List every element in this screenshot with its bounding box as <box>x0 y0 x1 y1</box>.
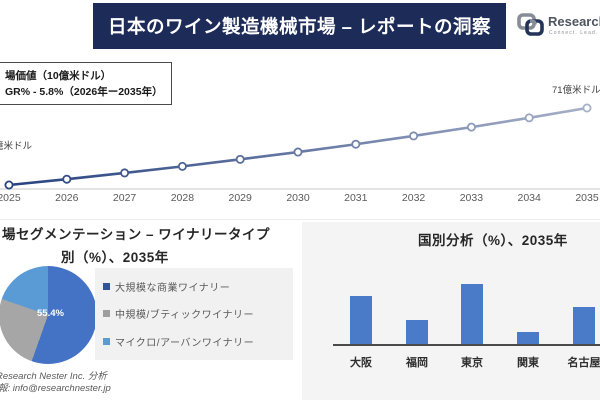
legend-label: 大規模な商業ワイナリー <box>115 283 231 295</box>
bar-関東 <box>517 332 539 344</box>
end-value-label: 71億米ドル <box>552 85 600 96</box>
page-title: 日本のワイン製造機械市場 – レポートの洞察 <box>107 16 492 37</box>
legend-swatch-icon <box>103 283 110 291</box>
logo-brand-text: Research <box>548 14 600 29</box>
year-tick-label: 2029 <box>228 192 252 204</box>
legend-item: 中規模/ブティックワイナリー <box>103 306 293 321</box>
cagr-label: GR% - 5.8%（2026年ー2035年） <box>5 86 163 98</box>
winery-type-pie-chart <box>0 266 97 364</box>
data-point-marker <box>293 147 303 157</box>
data-point-marker <box>120 168 130 178</box>
bar-category-label: 大阪 <box>350 357 372 369</box>
legend-label: マイクロ/アーバンワイナリー <box>115 337 255 349</box>
source-attribution: Research Nester Inc. 分析 <box>0 371 107 382</box>
bar-大阪 <box>350 296 372 344</box>
bar-category-label: 福岡 <box>406 357 428 369</box>
contact-email: 報: info@researchnester.jp <box>0 383 111 394</box>
market-growth-line-chart <box>0 103 600 190</box>
market-info-box: 場価値（10億米ドル） GR% - 5.8%（2026年ー2035年） <box>0 62 172 105</box>
year-tick-label: 2030 <box>286 192 310 204</box>
data-point-marker <box>466 122 476 132</box>
bar-chart-axis <box>333 344 600 346</box>
pie-section-title-line2: 別（%）、2035年 <box>61 250 169 265</box>
year-tick-label: 2034 <box>517 192 541 204</box>
bar-chart-title: 国別分析（%）、2035年 <box>418 233 568 248</box>
legend-swatch-icon <box>103 310 110 318</box>
legend-item: マイクロ/アーバンワイナリー <box>103 334 293 349</box>
data-point-marker <box>409 131 419 141</box>
data-point-marker <box>351 139 361 149</box>
bar-category-label: 名古屋 <box>567 357 600 369</box>
data-point-marker <box>235 154 245 164</box>
legend-swatch-icon <box>103 337 110 345</box>
start-value-label: 億米ドル <box>0 141 33 152</box>
country-analysis-panel: 国別分析（%）、2035年 大阪 福岡 東京 関東 名古屋 <box>302 222 600 400</box>
bar-category-label: 関東 <box>517 357 539 369</box>
trend-markers <box>4 103 592 190</box>
year-tick-label: 2028 <box>170 192 195 204</box>
year-tick-label: 2032 <box>401 192 426 204</box>
bar-名古屋 <box>573 307 595 344</box>
research-nester-logo-icon <box>517 13 544 36</box>
pie-section-title-line1: 場セグメンテーション – ワイナリータイプ <box>2 227 270 242</box>
year-tick-label: 2035 <box>575 192 599 204</box>
header-bar: 日本のワイン製造機械市場 – レポートの洞察 <box>93 3 506 49</box>
year-tick-label: 2031 <box>344 192 368 204</box>
year-tick-label: 2033 <box>459 192 484 204</box>
market-value-label: 場価値（10億米ドル） <box>5 70 112 82</box>
logo-tagline-text: Connect. Lead. <box>549 30 599 36</box>
year-tick-label: 2025 <box>0 192 21 204</box>
legend-item: 大規模な商業ワイナリー <box>103 279 293 294</box>
pie-legend: 大規模な商業ワイナリー中規模/ブティックワイナリー マイクロ/アーバンワイナリー <box>95 268 293 360</box>
data-point-marker <box>62 174 72 184</box>
year-tick-label: 2027 <box>112 192 137 204</box>
section-divider <box>0 219 600 220</box>
bar-category-label: 東京 <box>461 357 483 369</box>
year-tick-label: 2026 <box>55 192 79 204</box>
data-point-marker <box>582 103 592 113</box>
pie-slice-percentage-label: 55.4% <box>37 308 64 319</box>
bar-東京 <box>461 284 483 344</box>
data-point-marker <box>4 180 14 190</box>
bar-福岡 <box>406 320 428 344</box>
data-point-marker <box>177 161 187 171</box>
legend-label: 中規模/ブティックワイナリー <box>115 310 254 322</box>
trend-line <box>8 106 588 187</box>
data-point-marker <box>524 113 534 123</box>
brand-logo: Research Connect. Lead. <box>517 7 600 47</box>
